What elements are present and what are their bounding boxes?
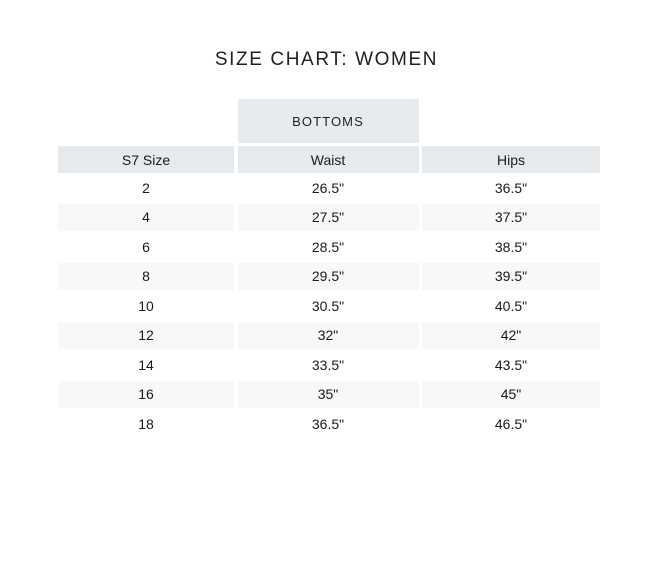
table-row: 4 27.5" 37.5" bbox=[58, 202, 600, 232]
table-row: 18 36.5" 46.5" bbox=[58, 409, 600, 439]
cell-waist: 27.5" bbox=[237, 202, 419, 232]
cell-size: 16 bbox=[58, 379, 234, 409]
cell-hips: 45" bbox=[422, 379, 600, 409]
cell-hips: 40.5" bbox=[494, 297, 528, 314]
column-header-size: S7 Size bbox=[58, 146, 234, 173]
cell-waist: 36.5" bbox=[311, 415, 345, 432]
table-row: 14 33.5" 43.5" bbox=[58, 350, 600, 380]
cell-size: 4 bbox=[58, 202, 234, 232]
table-row: 2 26.5" 36.5" bbox=[58, 173, 600, 203]
cell-size: 10 bbox=[138, 297, 154, 314]
cell-waist: 30.5" bbox=[311, 297, 345, 314]
cell-size: 8 bbox=[58, 261, 234, 291]
cell-waist: 32" bbox=[237, 320, 419, 350]
column-header-waist: Waist bbox=[237, 146, 419, 173]
column-header-hips: Hips bbox=[422, 146, 600, 173]
cell-hips: 37.5" bbox=[422, 202, 600, 232]
cell-size: 18 bbox=[138, 415, 154, 432]
cell-hips: 42" bbox=[422, 320, 600, 350]
group-header-row: BOTTOMS bbox=[58, 99, 600, 143]
cell-waist: 29.5" bbox=[237, 261, 419, 291]
group-header-bottoms: BOTTOMS bbox=[237, 99, 419, 143]
table-header-row: S7 Size Waist Hips bbox=[58, 146, 600, 173]
cell-hips: 43.5" bbox=[494, 356, 528, 373]
cell-hips: 39.5" bbox=[422, 261, 600, 291]
cell-hips: 38.5" bbox=[494, 238, 528, 255]
cell-waist: 33.5" bbox=[311, 356, 345, 373]
cell-waist: 35" bbox=[237, 379, 419, 409]
table-row: 12 32" 42" bbox=[58, 320, 600, 350]
cell-size: 6 bbox=[142, 238, 150, 255]
cell-size: 12 bbox=[58, 320, 234, 350]
size-chart-table: BOTTOMS S7 Size Waist Hips 2 26.5" 36.5"… bbox=[58, 99, 600, 439]
cell-waist: 26.5" bbox=[311, 179, 345, 196]
cell-hips: 36.5" bbox=[494, 179, 528, 196]
table-row: 16 35" 45" bbox=[58, 379, 600, 409]
table-row: 8 29.5" 39.5" bbox=[58, 261, 600, 291]
cell-hips: 46.5" bbox=[494, 415, 528, 432]
cell-size: 2 bbox=[142, 179, 150, 196]
cell-waist: 28.5" bbox=[311, 238, 345, 255]
table-row: 10 30.5" 40.5" bbox=[58, 291, 600, 321]
cell-size: 14 bbox=[138, 356, 154, 373]
table-row: 6 28.5" 38.5" bbox=[58, 232, 600, 262]
page-title: SIZE CHART: WOMEN bbox=[214, 49, 439, 70]
